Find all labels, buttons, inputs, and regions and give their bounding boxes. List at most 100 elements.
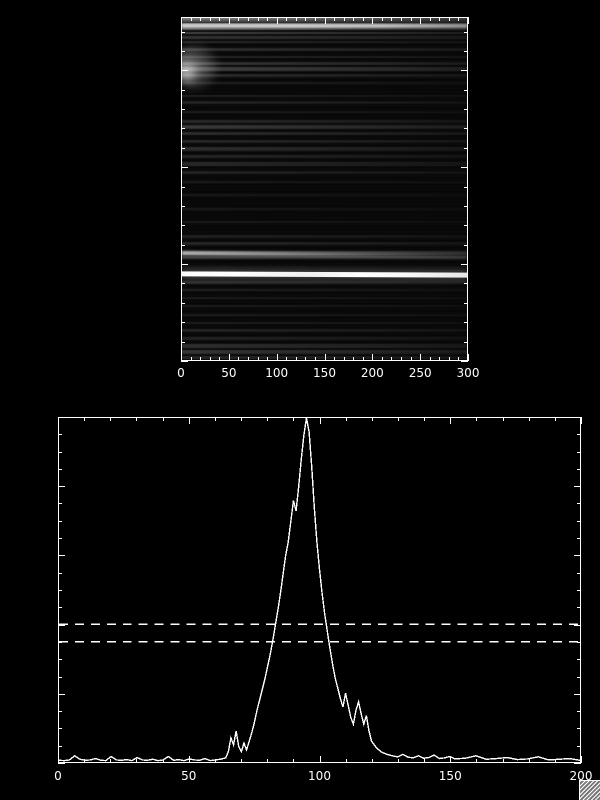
spectral-order-band bbox=[182, 67, 467, 72]
axis-tick bbox=[58, 728, 62, 729]
axis-tick bbox=[163, 759, 164, 763]
axis-tick bbox=[577, 573, 581, 574]
axis-tick bbox=[219, 357, 220, 361]
axis-tick bbox=[450, 756, 451, 763]
spectrum-image-plot-area[interactable] bbox=[181, 17, 468, 361]
axis-tick bbox=[439, 17, 440, 21]
x-tick-label: 150 bbox=[313, 366, 336, 380]
axis-tick bbox=[181, 17, 182, 24]
axis-tick bbox=[58, 555, 65, 556]
axis-tick bbox=[181, 167, 188, 168]
spectral-order-band bbox=[182, 31, 467, 34]
x-tick-label: 100 bbox=[308, 769, 331, 783]
x-tick-label: 100 bbox=[265, 366, 289, 380]
axis-tick bbox=[574, 625, 581, 626]
spectral-order-band bbox=[182, 314, 467, 317]
axis-tick bbox=[315, 357, 316, 361]
axis-tick bbox=[215, 759, 216, 763]
axis-tick bbox=[464, 322, 468, 323]
profile-curve-svg bbox=[59, 418, 580, 762]
axis-tick bbox=[58, 538, 62, 539]
spectral-order-band bbox=[182, 27, 467, 31]
axis-tick bbox=[450, 417, 451, 424]
axis-tick bbox=[382, 17, 383, 21]
axis-tick bbox=[267, 417, 268, 421]
axis-tick bbox=[344, 357, 345, 361]
axis-tick bbox=[181, 361, 188, 362]
axis-tick bbox=[458, 357, 459, 361]
axis-tick bbox=[577, 503, 581, 504]
axis-tick bbox=[461, 264, 468, 265]
axis-tick bbox=[577, 452, 581, 453]
profile-plot-area[interactable] bbox=[58, 417, 581, 763]
axis-tick bbox=[58, 417, 65, 418]
axis-tick bbox=[181, 128, 185, 129]
axis-tick bbox=[181, 342, 185, 343]
spectral-order-band bbox=[182, 94, 467, 97]
axis-tick bbox=[529, 759, 530, 763]
axis-tick bbox=[110, 417, 111, 421]
axis-tick bbox=[574, 486, 581, 487]
axis-tick bbox=[163, 417, 164, 421]
axis-tick bbox=[372, 17, 373, 24]
axis-tick bbox=[58, 659, 62, 660]
axis-tick bbox=[468, 354, 469, 361]
axis-tick bbox=[461, 361, 468, 362]
axis-tick bbox=[181, 225, 185, 226]
axis-tick bbox=[430, 357, 431, 361]
axis-tick bbox=[401, 17, 402, 21]
axis-tick bbox=[464, 206, 468, 207]
spectral-order-band bbox=[182, 322, 467, 325]
axis-tick bbox=[181, 303, 185, 304]
x-tick-label: 300 bbox=[456, 366, 480, 380]
axis-tick bbox=[181, 32, 185, 33]
axis-tick bbox=[411, 357, 412, 361]
axis-tick bbox=[574, 694, 581, 695]
spectral-order-band bbox=[182, 48, 467, 52]
spectral-order-band bbox=[182, 139, 467, 143]
x-tick-label: 200 bbox=[360, 366, 384, 380]
axis-tick bbox=[181, 187, 185, 188]
axis-tick bbox=[189, 756, 190, 763]
axis-tick bbox=[353, 357, 354, 361]
axis-tick bbox=[372, 759, 373, 763]
axis-tick bbox=[305, 357, 306, 361]
axis-tick bbox=[238, 357, 239, 361]
axis-tick bbox=[293, 417, 294, 421]
axis-tick bbox=[529, 417, 530, 421]
axis-tick bbox=[136, 417, 137, 421]
axis-tick bbox=[574, 763, 581, 764]
axis-tick bbox=[181, 245, 185, 246]
axis-tick bbox=[136, 759, 137, 763]
axis-tick bbox=[241, 417, 242, 421]
axis-tick bbox=[200, 357, 201, 361]
axis-tick bbox=[181, 206, 185, 207]
glow-core bbox=[182, 63, 197, 84]
spectral-order-band bbox=[182, 162, 467, 167]
spectral-order-band bbox=[182, 350, 467, 355]
axis-tick bbox=[181, 283, 185, 284]
axis-tick bbox=[267, 357, 268, 361]
axis-tick bbox=[58, 694, 65, 695]
axis-tick bbox=[334, 17, 335, 21]
axis-tick bbox=[58, 677, 62, 678]
spectral-order-band bbox=[182, 41, 467, 44]
spectral-order-band bbox=[182, 194, 467, 197]
axis-tick bbox=[58, 642, 62, 643]
axis-tick bbox=[58, 417, 59, 424]
axis-tick bbox=[464, 303, 468, 304]
spectral-order-band bbox=[182, 355, 467, 359]
axis-tick bbox=[382, 357, 383, 361]
axis-tick bbox=[577, 728, 581, 729]
axis-tick bbox=[420, 354, 421, 361]
axis-tick bbox=[449, 17, 450, 21]
axis-tick bbox=[468, 17, 469, 24]
axis-tick bbox=[58, 763, 65, 764]
axis-tick bbox=[464, 245, 468, 246]
axis-tick bbox=[449, 357, 450, 361]
spectral-order-band bbox=[182, 337, 467, 341]
axis-tick bbox=[84, 417, 85, 421]
axis-tick bbox=[424, 759, 425, 763]
resize-grip-icon[interactable] bbox=[579, 780, 600, 800]
axis-tick bbox=[464, 187, 468, 188]
